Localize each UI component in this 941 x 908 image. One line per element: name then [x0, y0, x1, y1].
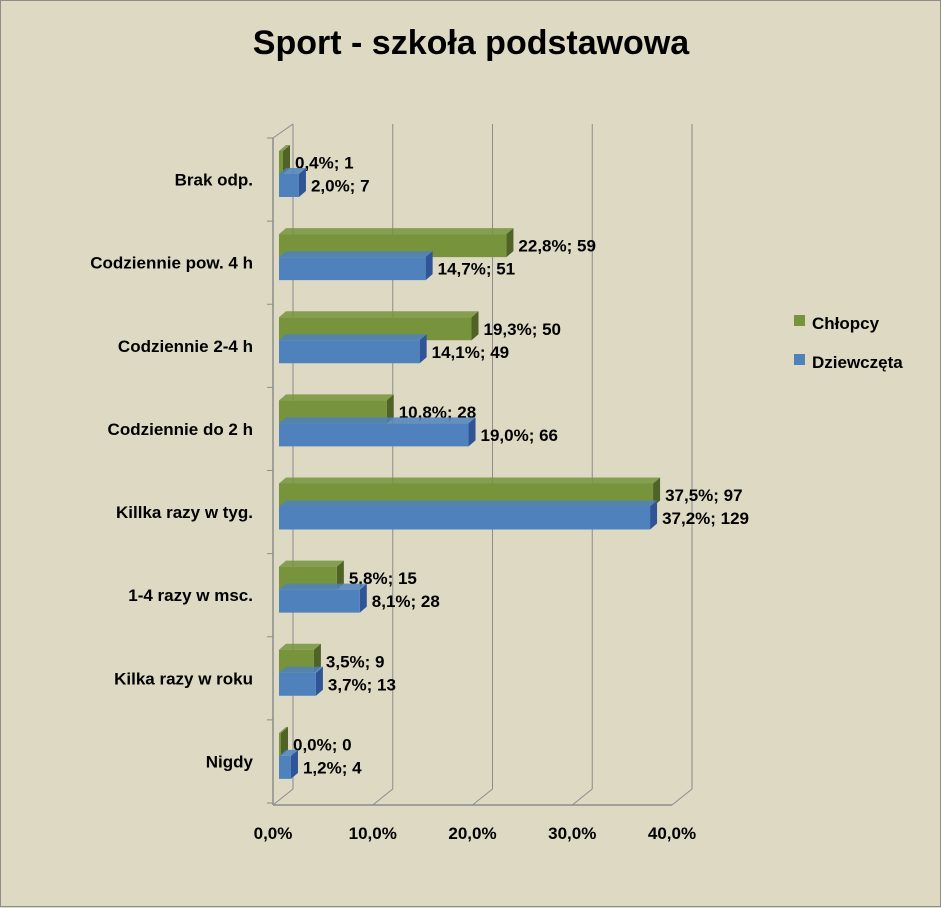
category-label: Brak odp. — [175, 171, 253, 190]
bar — [279, 151, 283, 174]
bar-top — [279, 666, 323, 673]
data-label: 2,0%; 7 — [311, 177, 370, 196]
data-label: 1,2%; 4 — [303, 758, 362, 777]
bar-side — [281, 726, 288, 756]
bar-side — [336, 560, 344, 590]
data-label: 22,8%; 59 — [518, 237, 596, 256]
x-tick-label: 10,0% — [349, 824, 397, 843]
legend-label-chlopcy: Chłopcy — [812, 314, 880, 333]
floor-gridline — [272, 788, 294, 806]
bar — [279, 589, 360, 613]
bar — [279, 755, 291, 779]
bar-top — [279, 477, 661, 484]
bar-top — [279, 417, 476, 424]
bar-side — [298, 168, 306, 197]
floor-gridline — [472, 788, 493, 806]
legend: Chłopcy Dziewczęta — [794, 314, 903, 372]
category-label: Codziennie pow. 4 h — [90, 254, 253, 273]
wall-edge — [272, 123, 294, 139]
bar-top — [279, 749, 298, 756]
data-label: 14,1%; 49 — [432, 343, 510, 362]
bar-top — [279, 643, 321, 650]
data-label: 10,8%; 28 — [399, 403, 477, 422]
bar — [279, 340, 420, 364]
bar — [279, 732, 281, 756]
bar — [279, 174, 299, 197]
plot-area: 0,0% 10,0% 20,0% 30,0% 40,0% Brak odp. 0,4%; 1… — [90, 123, 749, 843]
bar-side — [468, 417, 476, 447]
bar-side — [386, 394, 394, 424]
bar-top — [279, 168, 306, 174]
bar-top — [279, 311, 479, 318]
chart-title: Sport - szkoła podstawowa — [253, 24, 690, 62]
x-tick-label: 20,0% — [448, 824, 496, 843]
bar — [279, 257, 426, 281]
floor-gridline — [372, 788, 394, 806]
bar-top — [279, 251, 433, 258]
data-label: 5,8%; 15 — [349, 569, 417, 588]
bar — [279, 672, 316, 696]
bar-top — [279, 500, 658, 507]
data-label: 0,0%; 0 — [293, 735, 352, 754]
bar-top — [279, 394, 394, 401]
bar-top — [279, 726, 288, 733]
legend-label-dziewczeta: Dziewczęta — [812, 353, 903, 372]
category-label: 1-4 razy w msc. — [128, 586, 253, 605]
bar-side — [506, 228, 514, 258]
data-label: 37,5%; 97 — [665, 486, 743, 505]
bar — [279, 506, 651, 530]
bar-top — [279, 228, 514, 235]
data-label: 19,0%; 66 — [481, 426, 559, 445]
bar-side — [425, 251, 433, 281]
data-label: 14,7%; 51 — [438, 260, 516, 279]
category-label: Killka razy w tyg. — [116, 503, 253, 522]
bar-side — [359, 583, 367, 613]
bar-side — [313, 643, 321, 673]
bar-side — [419, 334, 427, 364]
x-tick-label: 0,0% — [254, 824, 293, 843]
category-label: Codziennie 2-4 h — [118, 337, 253, 356]
data-label: 3,7%; 13 — [328, 675, 396, 694]
floor-gridline — [671, 788, 693, 806]
bar-top — [279, 145, 290, 151]
bar-top — [279, 560, 344, 567]
category-label: Codziennie do 2 h — [108, 420, 253, 439]
floor-gridline — [571, 788, 593, 806]
data-label: 37,2%; 129 — [662, 509, 749, 528]
bar-side — [315, 666, 323, 696]
bar-side — [471, 311, 479, 341]
data-label: 3,5%; 9 — [326, 652, 385, 671]
bar-side — [653, 477, 661, 507]
category-label: Kilka razy w roku — [114, 669, 253, 688]
data-label: 8,1%; 28 — [372, 592, 440, 611]
bar-top — [279, 334, 427, 341]
bar-side — [290, 749, 298, 779]
bar — [279, 423, 469, 447]
data-label: 0,4%; 1 — [295, 154, 354, 173]
legend-swatch-dziewczeta — [794, 354, 805, 365]
x-tick-label: 30,0% — [548, 824, 596, 843]
x-tick-label: 40,0% — [648, 824, 696, 843]
legend-swatch-chlopcy — [794, 315, 805, 326]
bar-side — [650, 500, 658, 530]
category-label: Nigdy — [206, 752, 254, 771]
data-label: 19,3%; 50 — [484, 320, 561, 339]
bar-top — [279, 583, 367, 590]
bar-side — [282, 145, 290, 174]
